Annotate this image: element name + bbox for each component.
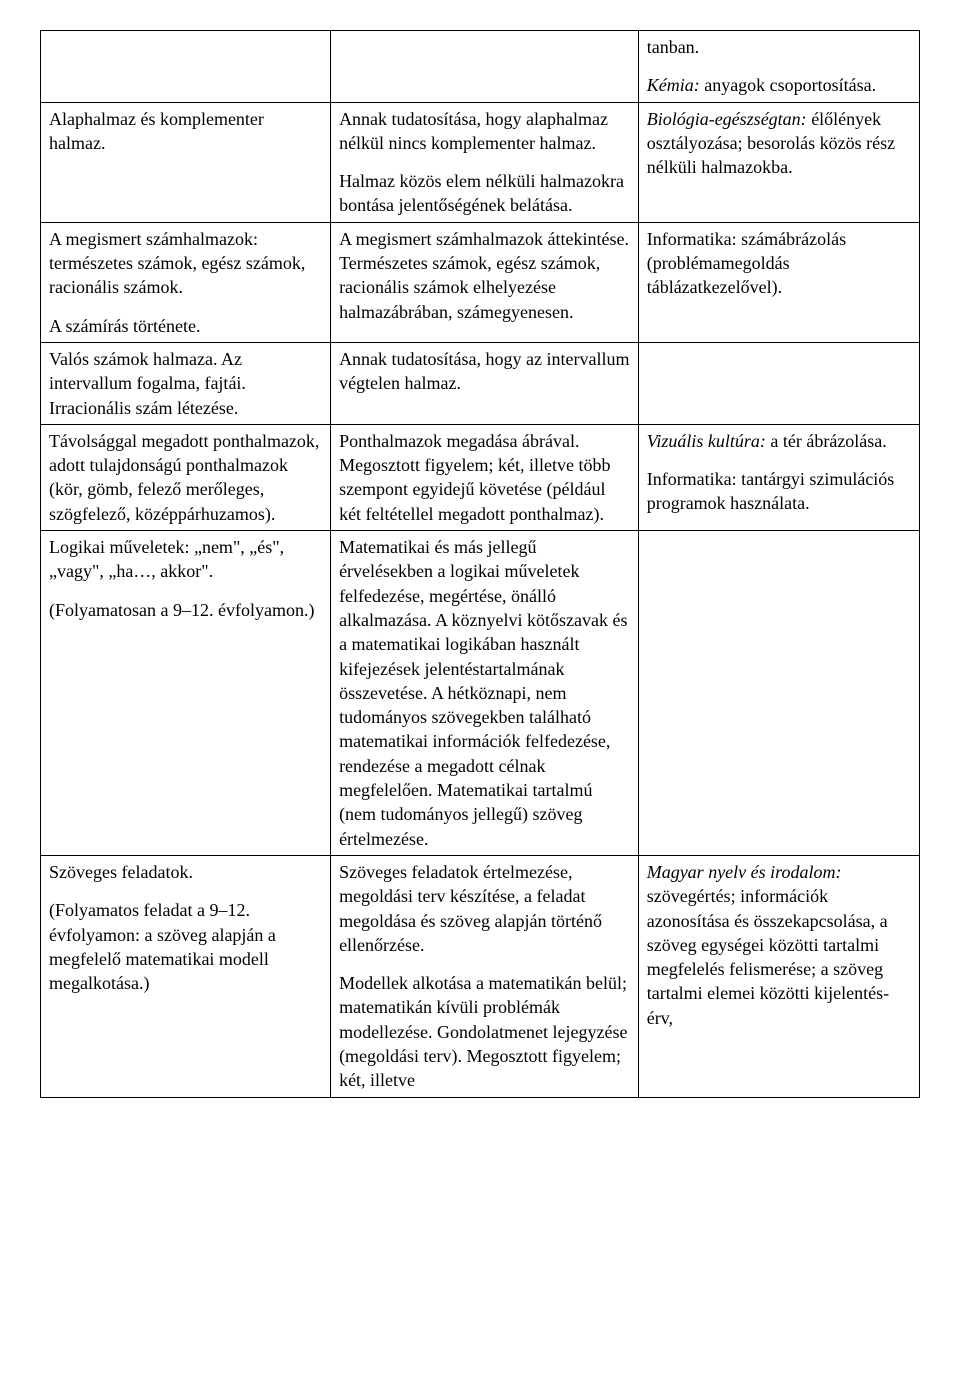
table-row: Szöveges feladatok.(Folyamatos feladat a… [41, 855, 920, 1097]
cell-col2: Ponthalmazok megadása ábrával. Megosztot… [331, 424, 639, 530]
content-table: tanban.Kémia: anyagok csoportosítása.Ala… [40, 30, 920, 1098]
table-body: tanban.Kémia: anyagok csoportosítása.Ala… [41, 31, 920, 1098]
table-row: Alaphalmaz és komplementer halmaz.Annak … [41, 102, 920, 222]
cell-col3: Vizuális kultúra: a tér ábrázolása.Infor… [638, 424, 919, 530]
cell-col3: Biológia-egészségtan: élőlények osztályo… [638, 102, 919, 222]
cell-col3 [638, 342, 919, 424]
cell-col1: Szöveges feladatok.(Folyamatos feladat a… [41, 855, 331, 1097]
cell-col2: Matematikai és más jellegű érvelésekben … [331, 531, 639, 856]
cell-col3 [638, 531, 919, 856]
cell-col1: A megismert számhalmazok: természetes sz… [41, 222, 331, 342]
cell-col1: Valós számok halmaza. Az intervallum fog… [41, 342, 331, 424]
cell-col2: Annak tudatosítása, hogy alaphalmaz nélk… [331, 102, 639, 222]
table-row: Valós számok halmaza. Az intervallum fog… [41, 342, 920, 424]
cell-col3: tanban.Kémia: anyagok csoportosítása. [638, 31, 919, 103]
cell-col2: A megismert számhalmazok áttekintése. Te… [331, 222, 639, 342]
cell-col1 [41, 31, 331, 103]
cell-col2 [331, 31, 639, 103]
cell-col1: Alaphalmaz és komplementer halmaz. [41, 102, 331, 222]
cell-col1: Távolsággal megadott ponthalmazok, adott… [41, 424, 331, 530]
cell-col2: Szöveges feladatok értelmezése, megoldás… [331, 855, 639, 1097]
table-row: Logikai műveletek: „nem", „és", „vagy", … [41, 531, 920, 856]
cell-col2: Annak tudatosítása, hogy az intervallum … [331, 342, 639, 424]
cell-col1: Logikai műveletek: „nem", „és", „vagy", … [41, 531, 331, 856]
table-row: A megismert számhalmazok: természetes sz… [41, 222, 920, 342]
cell-col3: Magyar nyelv és irodalom: szövegértés; i… [638, 855, 919, 1097]
table-row: tanban.Kémia: anyagok csoportosítása. [41, 31, 920, 103]
table-row: Távolsággal megadott ponthalmazok, adott… [41, 424, 920, 530]
cell-col3: Informatika: számábrázolás (problémamego… [638, 222, 919, 342]
